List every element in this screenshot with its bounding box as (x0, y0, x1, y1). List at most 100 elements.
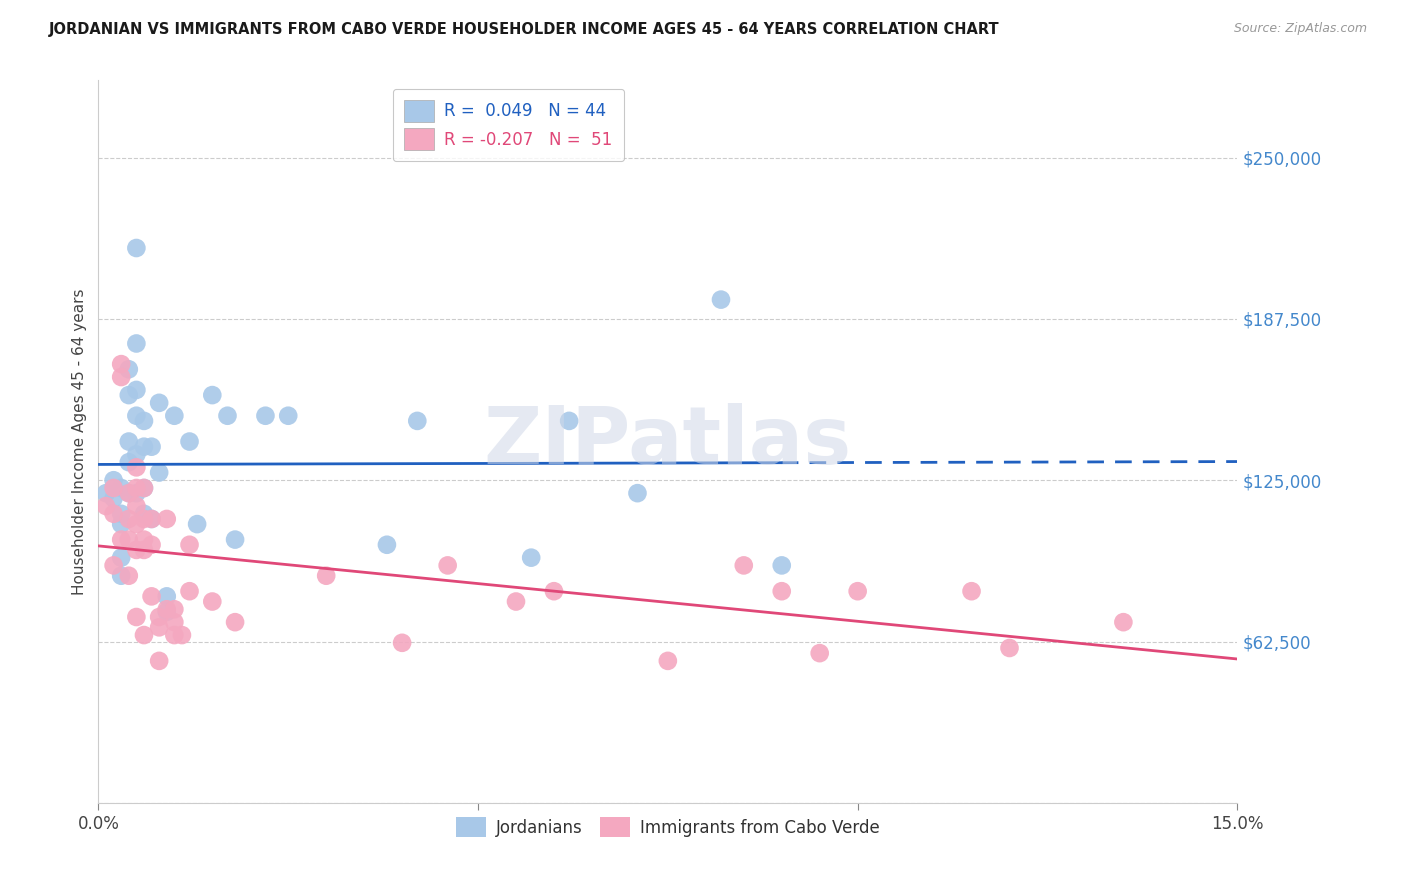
Point (733, 558, 755, 573)
Point (110, 568, 132, 582)
Point (94, 486, 117, 500)
Point (103, 491, 125, 506)
Point (141, 512, 163, 526)
Point (163, 615, 186, 630)
Point (118, 486, 141, 500)
Point (103, 507, 125, 521)
Point (132, 507, 155, 521)
Point (125, 447, 148, 461)
Point (277, 409, 299, 423)
Point (998, 640, 1021, 655)
Point (558, 414, 581, 428)
Point (118, 388, 141, 402)
Point (156, 512, 179, 526)
Point (141, 538, 163, 552)
Point (960, 584, 983, 599)
Point (186, 517, 208, 532)
Point (156, 602, 179, 616)
Point (132, 481, 155, 495)
Point (148, 396, 170, 410)
Point (505, 594, 527, 608)
Point (110, 481, 132, 495)
Point (163, 628, 186, 642)
Point (141, 512, 163, 526)
Point (179, 538, 201, 552)
Point (125, 383, 148, 397)
Point (132, 512, 155, 526)
Point (118, 362, 141, 376)
Point (132, 542, 155, 557)
Point (125, 610, 148, 624)
Point (163, 602, 186, 616)
Point (156, 590, 179, 604)
Point (436, 558, 458, 573)
Point (118, 455, 141, 469)
Point (626, 486, 648, 500)
Text: Source: ZipAtlas.com: Source: ZipAtlas.com (1233, 22, 1367, 36)
Point (125, 409, 148, 423)
Point (125, 241, 148, 255)
Point (770, 584, 793, 599)
Point (170, 628, 193, 642)
Point (103, 481, 125, 495)
Point (132, 628, 155, 642)
Point (179, 434, 201, 449)
Point (118, 486, 141, 500)
Point (217, 409, 239, 423)
Point (125, 481, 148, 495)
Point (846, 584, 869, 599)
Point (132, 481, 155, 495)
Point (179, 584, 201, 599)
Point (163, 409, 186, 423)
Point (141, 590, 163, 604)
Point (770, 558, 793, 573)
Point (1112, 615, 1135, 630)
Point (125, 499, 148, 513)
Point (148, 620, 170, 634)
Point (118, 533, 141, 547)
Text: JORDANIAN VS IMMIGRANTS FROM CABO VERDE HOUSEHOLDER INCOME AGES 45 - 64 YEARS CO: JORDANIAN VS IMMIGRANTS FROM CABO VERDE … (49, 22, 1000, 37)
Point (118, 434, 141, 449)
Point (125, 486, 148, 500)
Point (710, 293, 733, 307)
Point (808, 646, 831, 660)
Point (125, 336, 148, 351)
Point (125, 517, 148, 532)
Point (315, 568, 337, 582)
Point (375, 538, 398, 552)
Point (94, 499, 117, 513)
Point (103, 473, 125, 487)
Point (125, 460, 148, 475)
Point (110, 357, 132, 371)
Point (254, 409, 277, 423)
Point (201, 388, 224, 402)
Point (201, 594, 224, 608)
Point (110, 533, 132, 547)
Point (125, 542, 148, 557)
Point (110, 507, 132, 521)
Y-axis label: Householder Income Ages 45 - 64 years: Householder Income Ages 45 - 64 years (72, 288, 87, 595)
Point (141, 440, 163, 454)
Point (148, 610, 170, 624)
Point (118, 568, 141, 582)
Point (224, 615, 246, 630)
Point (520, 550, 543, 565)
Point (132, 440, 155, 454)
Point (110, 370, 132, 384)
Point (148, 654, 170, 668)
Point (391, 636, 413, 650)
Point (543, 584, 565, 599)
Point (224, 533, 246, 547)
Point (110, 517, 132, 532)
Point (110, 550, 132, 565)
Point (103, 558, 125, 573)
Point (156, 605, 179, 619)
Point (148, 466, 170, 480)
Text: ZIPatlas: ZIPatlas (484, 402, 852, 481)
Point (657, 654, 679, 668)
Point (132, 414, 155, 428)
Point (118, 512, 141, 526)
Point (406, 414, 429, 428)
Legend: Jordanians, Immigrants from Cabo Verde: Jordanians, Immigrants from Cabo Verde (449, 809, 887, 845)
Point (132, 533, 155, 547)
